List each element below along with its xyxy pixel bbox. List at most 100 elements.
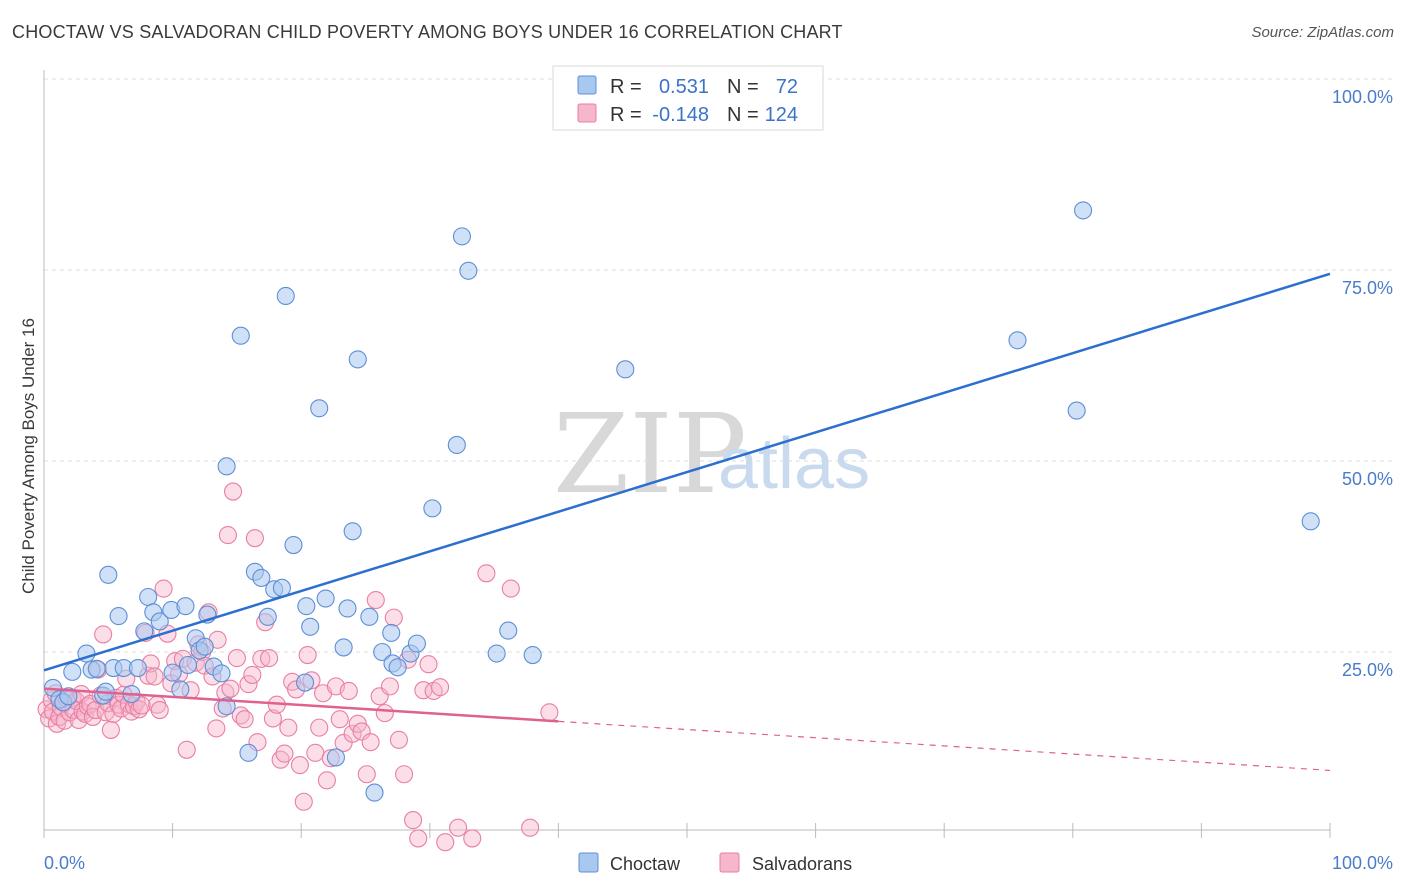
salvadoran-point — [207, 719, 226, 738]
choctaw-point — [373, 642, 392, 662]
choctaw-point — [252, 568, 271, 587]
salvadoran-point — [306, 743, 325, 762]
choctaw-point — [459, 261, 478, 280]
legend-salvadoran-swatch — [719, 852, 740, 873]
salvadoran-point — [409, 829, 428, 848]
salvadoran-n-label: N = — [727, 104, 759, 126]
choctaw-n-value: 72 — [776, 76, 798, 98]
legend-choctaw-label: Choctaw — [610, 854, 681, 874]
y-tick-label-75: 75.0% — [1342, 278, 1393, 298]
y-tick-label-100: 100.0% — [1332, 87, 1393, 107]
salvadoran-point — [177, 740, 196, 759]
salvadoran-point — [239, 675, 258, 694]
choctaw-point — [195, 637, 214, 656]
choctaw-point — [616, 360, 635, 379]
choctaw-point — [59, 687, 78, 706]
x-axis-ticks — [43, 823, 1331, 838]
choctaw-point — [447, 435, 466, 455]
choctaw-point — [365, 783, 384, 802]
choctaw-point — [326, 748, 345, 767]
salvadoran-point — [366, 590, 385, 610]
choctaw-point — [338, 599, 357, 618]
salvadoran-point — [223, 482, 243, 501]
salvadoran-point — [132, 696, 151, 715]
salvadoran-point — [290, 756, 309, 775]
salvadoran-point — [419, 655, 438, 674]
salvadoran-point — [380, 677, 399, 696]
salvadoran-point — [431, 678, 450, 697]
choctaw-point — [523, 646, 542, 665]
salvadoran-point — [259, 649, 279, 668]
salvadoran-point — [330, 710, 349, 729]
salvadoran-point — [275, 744, 294, 763]
choctaw-n-label: N = — [727, 76, 759, 98]
choctaw-point — [296, 673, 315, 692]
salvadoran-point — [389, 730, 408, 749]
x-tick-label-100: 100.0% — [1332, 853, 1393, 873]
choctaw-point — [487, 644, 506, 663]
choctaw-r-value: 0.531 — [659, 76, 709, 98]
watermark: ZIP atlas — [553, 390, 870, 518]
choctaw-swatch — [577, 75, 597, 95]
salvadoran-point — [94, 625, 113, 644]
choctaw-point — [272, 578, 291, 597]
choctaw-point — [310, 399, 329, 418]
series-legend: Choctaw Salvadorans — [578, 852, 852, 874]
salvadoran-point — [310, 718, 329, 737]
choctaw-point — [217, 457, 236, 476]
choctaw-point — [178, 655, 198, 675]
salvadoran-point — [235, 710, 254, 729]
choctaw-point — [258, 607, 277, 626]
y-tick-label-50: 50.0% — [1342, 469, 1393, 489]
choctaw-point — [297, 597, 316, 616]
choctaw-point — [407, 634, 426, 653]
choctaw-point — [109, 607, 128, 626]
salvadoran-point — [154, 579, 173, 598]
choctaw-point — [348, 350, 367, 369]
legend-choctaw-swatch — [578, 852, 599, 873]
salvadoran-point — [263, 709, 282, 728]
salvadoran-point — [245, 529, 264, 548]
choctaw-point — [150, 612, 169, 631]
choctaw-r-label: R = — [610, 76, 642, 98]
stats-legend-box — [552, 65, 824, 131]
salvadoran-point — [395, 765, 414, 784]
choctaw-point — [163, 663, 182, 682]
choctaw-trend-line — [43, 272, 1331, 672]
choctaw-point — [171, 680, 190, 699]
salvadoran-point — [294, 792, 313, 811]
salvadoran-point — [384, 608, 403, 627]
salvadoran-point — [357, 765, 376, 784]
x-tick-label-0: 0.0% — [44, 853, 85, 873]
choctaw-point — [1008, 331, 1027, 350]
choctaw-point — [423, 499, 442, 518]
choctaw-point — [176, 597, 195, 616]
y-tick-label-25: 25.0% — [1342, 660, 1393, 680]
salvadoran-point — [298, 646, 317, 665]
salvadoran-point — [218, 526, 237, 545]
choctaw-point — [87, 659, 106, 678]
salvadoran-point — [436, 833, 455, 852]
salvadoran-point — [521, 818, 540, 837]
salvadoran-point — [227, 649, 246, 668]
stats-legend: R = 0.531 N = 72 R = -0.148 N = 124 — [552, 65, 824, 131]
choctaw-point — [301, 617, 320, 636]
salvadoran-point — [540, 703, 559, 722]
y-axis-label: Child Poverty Among Boys Under 16 — [19, 318, 38, 594]
choctaw-point — [1067, 401, 1086, 420]
salvadoran-point — [252, 649, 271, 668]
salvadoran-point — [501, 579, 520, 598]
chart-title: CHOCTAW VS SALVADORAN CHILD POVERTY AMON… — [12, 22, 843, 42]
salvadoran-point — [463, 829, 482, 848]
choctaw-point — [231, 326, 250, 345]
trend-lines — [43, 272, 1331, 772]
choctaw-point — [276, 286, 295, 306]
salvadoran-point — [361, 733, 380, 752]
salvadoran-n-value: 124 — [765, 104, 798, 126]
salvadoran-trend-extension — [558, 720, 1331, 772]
choctaw-point — [360, 607, 379, 626]
gridlines — [44, 78, 1393, 653]
salvadoran-point — [101, 720, 120, 739]
choctaw-point — [334, 638, 353, 657]
